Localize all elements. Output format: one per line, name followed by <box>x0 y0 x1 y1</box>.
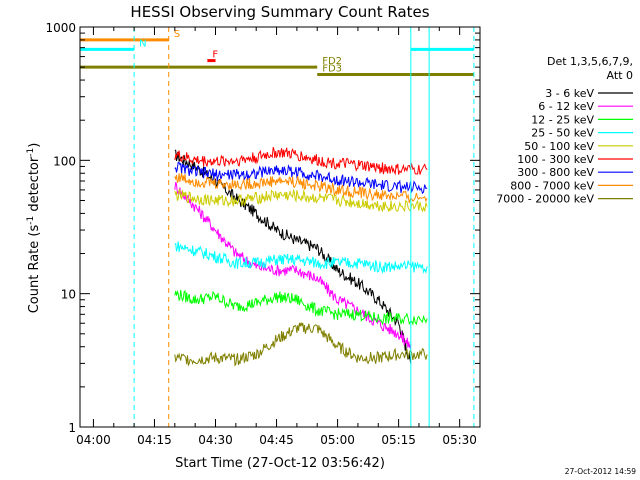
plot-frame <box>79 26 481 428</box>
x-tick-label-4: 04:45 <box>259 433 294 447</box>
flag-label-4: F <box>212 50 218 61</box>
series-line-6 <box>174 147 428 176</box>
axes-layer: 04:00 04:15 04:30 04:45 05:00 05:15 05:30 1 10 10… <box>45 21 480 447</box>
y-tick-label-3: 100 <box>53 154 76 168</box>
x-tick-label-6: 05:15 <box>381 433 416 447</box>
legend-label-7: 300 - 800 keV <box>517 166 594 179</box>
flag-label-1: S <box>174 29 180 40</box>
legend-label-1: 3 - 6 keV <box>545 87 594 100</box>
series-line-4 <box>174 241 428 275</box>
legend-label-4: 25 - 50 keV <box>531 127 594 140</box>
y-tick-label-2: 10 <box>61 288 76 302</box>
x-tick-label-5: 05:00 <box>320 433 355 447</box>
series-line-2 <box>174 182 412 350</box>
x-axis-label: Start Time (27-Oct-12 03:56:42) <box>175 456 385 471</box>
legend-label-6: 100 - 300 keV <box>517 153 594 166</box>
series-line-7 <box>174 161 428 195</box>
y-tick-label-1: 1 <box>68 421 76 435</box>
x-tick-label-2: 04:15 <box>137 433 172 447</box>
legend-label-8: 800 - 7000 keV <box>510 179 594 192</box>
x-tick-label-3: 04:30 <box>198 433 233 447</box>
timestamp: 27-Oct-2012 14:59 <box>565 467 636 476</box>
x-tick-label-7: 05:30 <box>442 433 477 447</box>
legend-label-9: 7000 - 20000 keV <box>496 193 594 206</box>
legend-title-2: Att 0 <box>607 69 633 82</box>
chart-title: HESSI Observing Summary Count Rates <box>130 3 429 21</box>
legend-label-2: 6 - 12 keV <box>538 100 594 113</box>
legend-label-3: 12 - 25 keV <box>531 113 594 126</box>
y-tick-label-4: 1000 <box>45 21 76 35</box>
series-layer <box>174 147 428 367</box>
flag-label-2: N <box>139 38 146 49</box>
x-tick-label-1: 04:00 <box>76 433 111 447</box>
flag-label-6: FD3 <box>322 64 342 75</box>
series-line-8 <box>174 173 428 204</box>
series-line-1 <box>174 149 412 364</box>
series-line-9 <box>174 322 428 367</box>
legend-title-1: Det 1,3,5,6,7,9, <box>547 55 633 68</box>
series-line-5 <box>174 188 428 213</box>
series-line-3 <box>174 289 428 326</box>
legend-label-5: 50 - 100 keV <box>524 140 594 153</box>
y-axis-label: Count Rate (s-1 detector-1) <box>26 143 42 314</box>
flag-label-5: FD2 <box>322 56 342 67</box>
